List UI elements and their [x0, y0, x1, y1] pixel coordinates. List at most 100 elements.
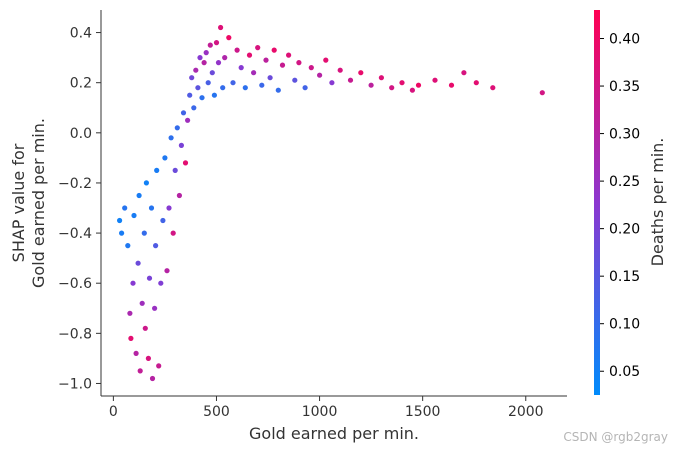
data-point	[378, 75, 384, 81]
data-point	[308, 65, 314, 71]
data-point	[317, 72, 323, 78]
data-point	[329, 80, 335, 86]
data-point	[415, 82, 422, 88]
data-point	[409, 87, 415, 93]
data-point	[279, 62, 286, 68]
data-point	[263, 57, 269, 63]
colorbar-tick-label: 0.25	[609, 174, 640, 190]
data-point	[154, 167, 160, 173]
data-point	[166, 205, 172, 211]
data-point	[323, 57, 329, 63]
data-point	[286, 52, 292, 58]
data-point	[259, 82, 265, 88]
data-point	[267, 75, 273, 81]
data-point	[168, 135, 174, 141]
data-point	[473, 80, 479, 86]
y-axis-title-line-2: Gold earned per min.	[29, 118, 48, 288]
data-point	[117, 217, 123, 224]
data-point	[195, 85, 201, 91]
y-axis-title: SHAP value for Gold earned per min.	[9, 118, 48, 288]
data-point	[220, 85, 226, 91]
x-tick-label: 0	[109, 404, 118, 420]
data-point	[461, 70, 467, 76]
data-point	[131, 212, 137, 219]
y-tick-label: 0.0	[70, 126, 92, 142]
data-point	[128, 335, 134, 341]
data-point	[160, 217, 166, 224]
data-point	[251, 70, 257, 76]
y-axis-title-line-1: SHAP value for	[9, 143, 28, 262]
x-tick-label: 1000	[302, 404, 338, 420]
x-tick-label: 1500	[405, 404, 441, 420]
y-tick-label: 0.4	[70, 26, 92, 42]
y-tick-label: −0.6	[58, 276, 92, 292]
x-tick-label: 2000	[508, 404, 544, 420]
data-point	[172, 167, 178, 173]
data-point	[539, 90, 545, 96]
colorbar-tick-label: 0.35	[609, 79, 640, 95]
watermark: CSDN @rgb2gray	[563, 430, 668, 444]
colorbar-title: Deaths per min.	[648, 138, 667, 267]
data-point	[201, 60, 207, 66]
data-point	[347, 77, 354, 83]
data-point	[158, 280, 164, 286]
data-point	[119, 230, 125, 236]
data-point	[490, 85, 496, 91]
data-point	[302, 85, 308, 91]
data-point	[246, 52, 253, 58]
x-tick-label: 500	[203, 404, 230, 420]
y-tick-label: −0.2	[58, 176, 92, 192]
data-point	[448, 82, 455, 88]
data-point	[136, 192, 142, 199]
data-point	[215, 60, 222, 66]
data-point	[358, 70, 364, 76]
colorbar-tick-label: 0.30	[609, 127, 640, 143]
data-point	[185, 117, 191, 123]
data-point	[271, 47, 277, 53]
data-point	[141, 230, 147, 236]
data-point	[125, 243, 131, 249]
data-point	[197, 55, 203, 61]
data-point	[156, 363, 162, 369]
data-point	[242, 85, 248, 91]
y-axis-ticks: −1.0 −0.8 −0.6 −0.4 −0.2 0.0 0.2 0.4	[58, 26, 101, 392]
data-point	[203, 50, 209, 56]
data-point	[133, 350, 139, 356]
data-point	[148, 205, 155, 211]
data-point	[164, 268, 170, 274]
data-point	[222, 55, 228, 61]
data-point	[145, 355, 151, 361]
data-point	[152, 305, 158, 311]
y-tick-label: −0.8	[58, 326, 92, 342]
data-point	[211, 92, 217, 98]
data-point	[389, 85, 395, 91]
data-point	[130, 280, 136, 286]
data-point	[122, 205, 128, 211]
data-point	[193, 67, 199, 73]
data-point	[207, 42, 213, 48]
colorbar-ticks: 0.05 0.10 0.15 0.20 0.25 0.30 0.35 0.40	[600, 32, 640, 380]
data-point	[234, 47, 240, 53]
x-axis-ticks: 0 500 1000 1500 2000	[109, 396, 544, 420]
data-point	[178, 142, 184, 148]
colorbar-tick-label: 0.10	[609, 317, 640, 333]
data-point	[180, 110, 187, 116]
data-point	[176, 192, 182, 199]
data-point	[162, 155, 168, 161]
data-point	[399, 80, 405, 86]
data-point	[255, 45, 261, 51]
data-point	[292, 77, 298, 83]
data-point	[182, 160, 189, 166]
colorbar-tick-label: 0.40	[609, 32, 640, 48]
data-point	[230, 80, 236, 86]
data-point	[189, 75, 195, 81]
data-point	[137, 368, 143, 374]
data-point	[337, 67, 343, 73]
data-point	[296, 60, 302, 66]
colorbar	[594, 10, 600, 395]
data-point	[205, 80, 211, 86]
x-axis-title: Gold earned per min.	[249, 424, 419, 443]
data-point	[275, 87, 281, 93]
data-point	[170, 230, 176, 236]
